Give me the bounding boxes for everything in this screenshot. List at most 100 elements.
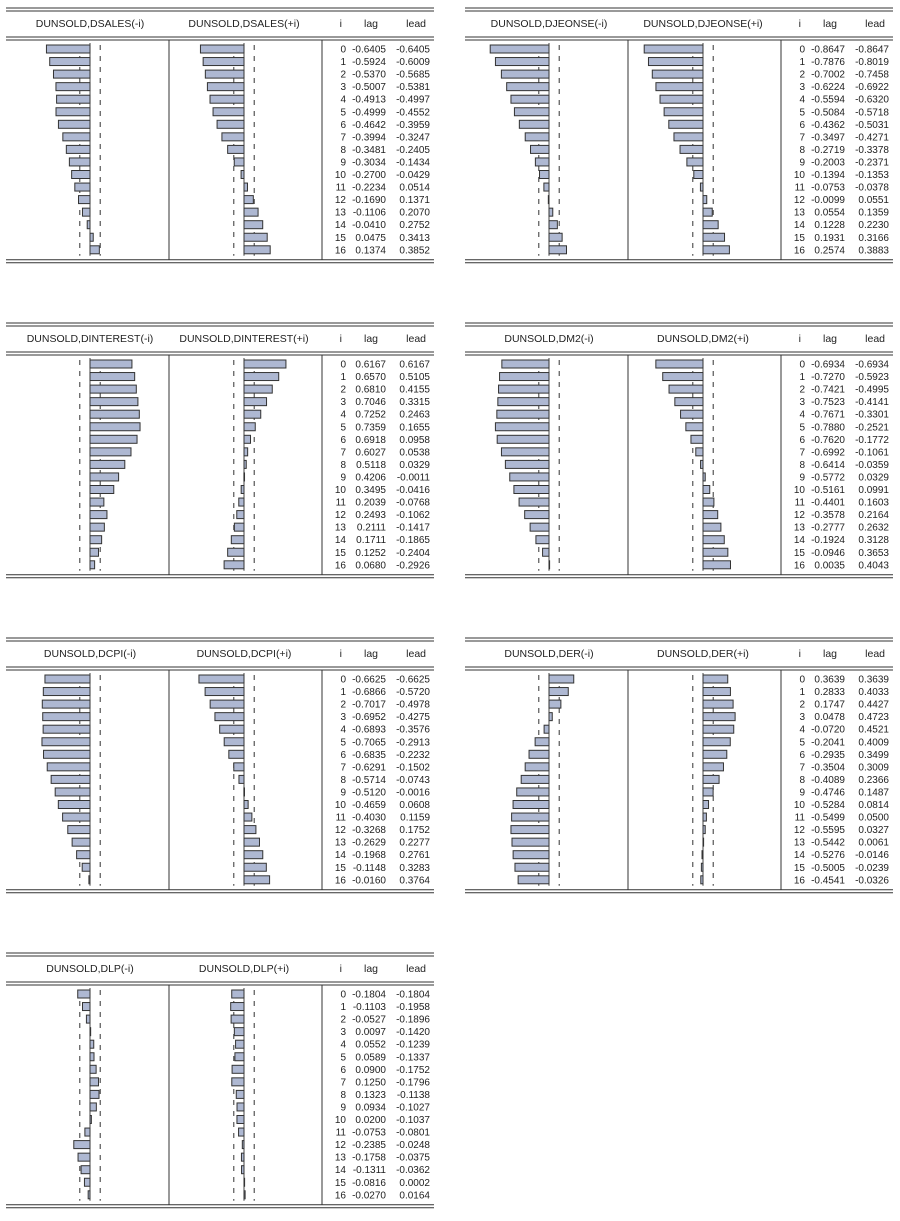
lead-bar [679,144,704,154]
lag-bar [65,144,91,154]
lag-bar [498,384,550,394]
lead-bar [673,132,704,142]
lag-value: 0.0554 [814,208,845,219]
row-index: 5 [799,737,805,748]
row-index: 1 [799,372,805,383]
lead-value: 0.0329 [858,472,889,483]
row-index: 12 [335,1140,347,1151]
lag-column-header: lag [364,18,378,30]
correlogram-panel: DUNSOLD,DLP(-i) DUNSOLD,DLP(+i) i lag lead 0-… [6,950,436,1212]
lead-value: 0.2761 [399,850,430,861]
lag-value: 0.0200 [355,1115,386,1126]
lag-value: -0.4089 [811,775,845,786]
lead-value: -0.1502 [396,762,430,773]
lead-value: -0.4995 [855,385,889,396]
row-index: 13 [335,208,347,219]
row-index: 7 [340,762,346,773]
row-index: 0 [340,675,346,686]
lag-value: -0.5442 [811,838,845,849]
lead-value: 0.3764 [399,875,430,886]
lead-value: 0.2752 [399,220,430,231]
lag-bar [89,422,141,432]
lag-bar [500,69,550,79]
lag-value: -0.7523 [811,397,845,408]
lead-value: -0.6320 [855,95,889,106]
row-index: 5 [340,422,346,433]
lag-bar [542,547,550,557]
lag-value: 0.6918 [355,435,386,446]
row-index: 11 [336,813,347,824]
lead-bar [214,712,245,722]
row-index: 7 [340,132,346,143]
lag-bar [89,372,136,382]
row-index: 8 [799,775,805,786]
correlogram-panel: DUNSOLD,DER(-i) DUNSOLD,DER(+i) i lag lead 0 0… [465,635,895,897]
lead-bar [243,195,254,205]
lag-value: 0.1323 [355,1090,386,1101]
lag-value: -0.5370 [352,70,386,81]
lag-bar [42,687,91,697]
lead-value: 0.0327 [858,825,889,836]
row-index: 3 [799,82,805,93]
lag-bar [496,409,550,419]
lead-bar [236,1102,245,1112]
lag-value: 0.0589 [355,1052,386,1063]
lag-value: -0.2003 [811,157,845,168]
lag-column-header: lag [823,648,837,660]
row-index: 5 [799,422,805,433]
row-index: 15 [335,1178,347,1189]
lead-bar [212,107,245,117]
lead-bar [659,94,704,104]
row-index: 8 [340,145,346,156]
lead-value: -0.5381 [396,82,430,93]
lead-value: 0.1359 [858,208,889,219]
lead-bar [243,812,253,822]
row-index: 9 [340,472,346,483]
lag-bar [518,119,550,129]
lag-bar [513,485,550,494]
lead-bar [702,837,705,847]
lag-bar [80,1165,91,1175]
lead-value: -0.4997 [396,95,430,106]
lead-bar [700,875,704,885]
lead-bar [700,459,704,469]
lead-bar [199,44,245,54]
lead-bar [243,207,259,217]
row-index: 3 [799,397,805,408]
lag-bar [516,787,550,797]
lead-value: 0.3883 [858,245,889,256]
row-index: 4 [799,725,805,736]
correlogram-panel: DUNSOLD,DJEONSE(-i) DUNSOLD,DJEONSE(+i) i l… [465,5,895,267]
lead-plot-title: DUNSOLD,DM2(+i) [657,333,749,345]
row-index: 8 [799,460,805,471]
lead-plot-title: DUNSOLD,DCPI(+i) [197,648,292,660]
lag-bar [548,220,558,230]
row-index: 2 [799,385,805,396]
lag-bar [512,850,550,860]
lag-plot-title: DUNSOLD,DCPI(-i) [44,648,136,660]
row-index: 4 [799,95,805,106]
lead-value: -0.0378 [855,183,889,194]
lead-bar [231,989,245,999]
lag-bar [89,1089,100,1099]
lead-bar [235,1089,245,1099]
correlogram-svg: DUNSOLD,DINTEREST(-i) DUNSOLD,DINTEREST(+… [6,322,434,579]
row-index: 15 [794,548,806,559]
row-index: 14 [335,220,347,231]
lag-bar [529,522,550,532]
row-index: 12 [794,825,806,836]
lead-bar [243,837,260,847]
lead-bar [219,724,245,734]
lead-value: 0.2164 [858,510,889,521]
lead-value: 0.0958 [399,435,430,446]
row-index: 12 [794,195,806,206]
row-index: 11 [795,183,806,194]
lead-bar [243,447,249,457]
lag-value: -0.0753 [811,183,845,194]
lag-bar [49,57,91,67]
lag-value: -0.5005 [811,863,845,874]
lag-value: -0.2041 [811,737,845,748]
lead-bar [702,699,734,709]
lead-bar [702,749,728,759]
lag-value: -0.1804 [352,990,386,1001]
